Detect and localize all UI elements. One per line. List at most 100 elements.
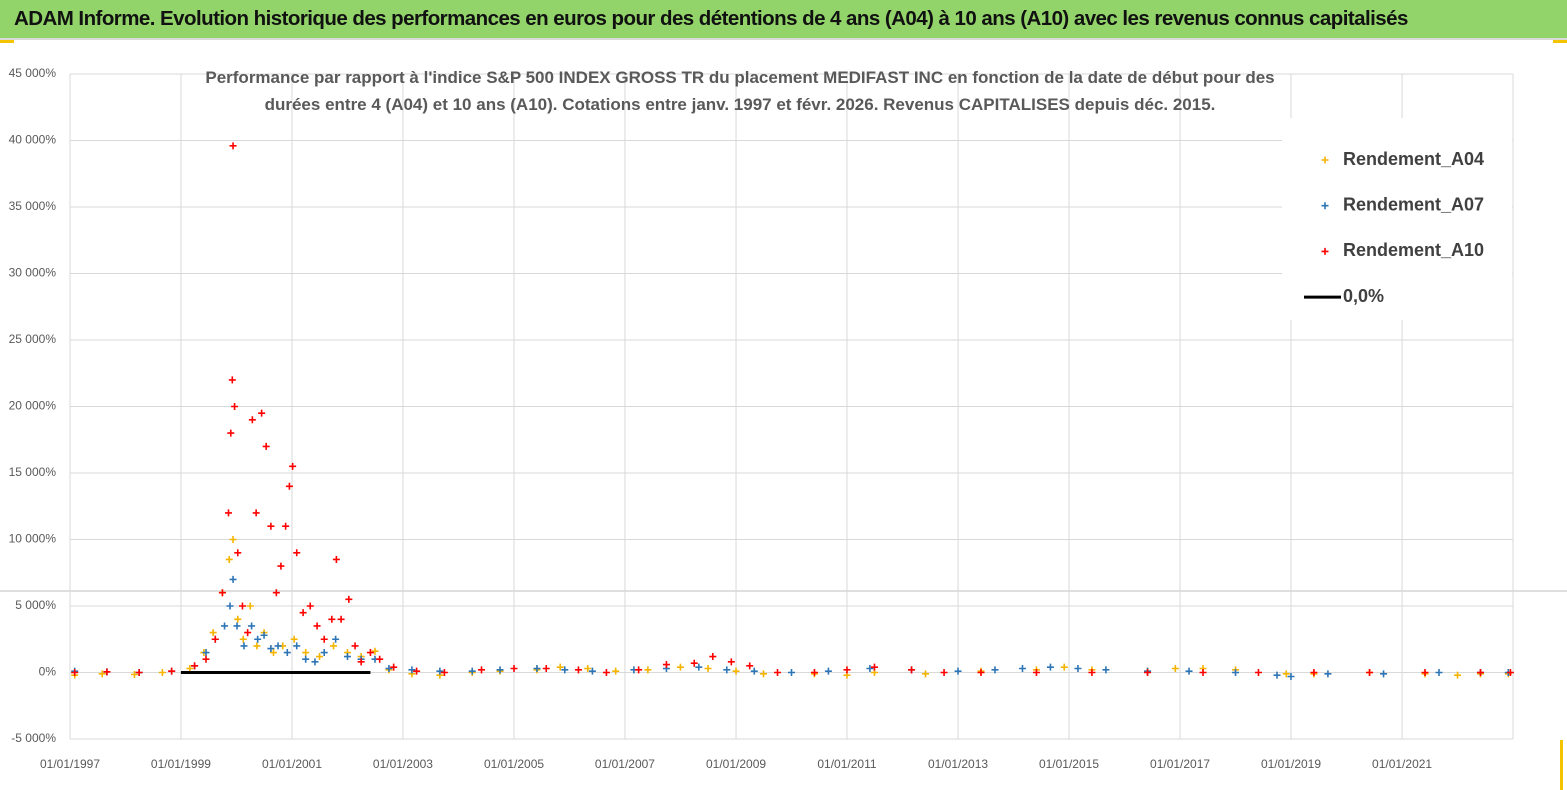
legend-marker <box>1321 156 1329 164</box>
point <box>306 602 314 610</box>
point <box>103 668 111 676</box>
point <box>228 376 236 384</box>
point <box>1366 669 1374 676</box>
point <box>283 649 291 657</box>
point <box>211 635 219 643</box>
x-tick-label: 01/01/2009 <box>706 757 766 771</box>
point <box>1254 669 1262 676</box>
point <box>282 522 290 530</box>
y-tick-label: 20 000% <box>9 399 57 413</box>
point <box>332 555 340 563</box>
y-tick-label: 30 000% <box>9 266 57 280</box>
point <box>1088 669 1096 676</box>
point <box>413 667 421 675</box>
point <box>269 649 277 657</box>
x-tick-label: 01/01/2013 <box>928 757 988 771</box>
point <box>290 635 298 643</box>
point <box>662 661 670 669</box>
x-tick-label: 01/01/2021 <box>1372 757 1432 771</box>
point <box>328 615 336 623</box>
point <box>227 429 235 437</box>
point <box>320 635 328 643</box>
point <box>908 666 916 674</box>
point <box>635 666 643 674</box>
point <box>135 669 143 676</box>
point <box>774 669 782 676</box>
point <box>436 667 444 675</box>
legend-label: Rendement_A07 <box>1343 194 1484 214</box>
point <box>218 589 226 597</box>
x-tick-label: 01/01/1997 <box>40 757 100 771</box>
point <box>991 666 999 674</box>
point <box>329 642 337 650</box>
point <box>158 669 166 676</box>
point <box>478 666 486 674</box>
point <box>234 615 242 623</box>
point <box>1324 670 1332 678</box>
point <box>588 667 596 675</box>
point <box>71 669 79 676</box>
point <box>542 665 550 673</box>
point <box>746 662 754 670</box>
point <box>602 669 610 676</box>
point <box>191 662 199 670</box>
x-tick-label: 01/01/2019 <box>1261 757 1321 771</box>
point <box>1185 667 1193 675</box>
y-tick-label: 15 000% <box>9 465 57 479</box>
point <box>371 647 379 655</box>
point <box>732 667 740 675</box>
point <box>1171 665 1179 673</box>
x-tick-label: 01/01/2007 <box>595 757 655 771</box>
point <box>574 666 582 674</box>
banner: ADAM Informe. Evolution historique des p… <box>0 0 1567 40</box>
point <box>690 659 698 667</box>
y-tick-label: -5 000% <box>11 731 56 745</box>
point <box>727 658 735 666</box>
point <box>285 482 293 490</box>
point <box>337 615 345 623</box>
point <box>644 666 652 674</box>
point <box>253 642 261 650</box>
point <box>274 642 282 650</box>
point <box>810 669 818 676</box>
point <box>226 602 234 610</box>
point <box>510 665 518 673</box>
point <box>231 403 239 410</box>
point <box>1421 669 1429 676</box>
point <box>234 549 242 557</box>
point <box>954 667 962 675</box>
point <box>940 669 948 676</box>
legend-label: 0,0% <box>1343 286 1384 306</box>
y-tick-label: 5 000% <box>15 598 56 612</box>
point <box>98 670 106 678</box>
point <box>130 670 138 678</box>
point <box>357 658 365 666</box>
legend-label: Rendement_A10 <box>1343 240 1484 260</box>
point <box>704 665 712 673</box>
point <box>248 416 256 424</box>
point <box>272 589 280 597</box>
point <box>612 667 620 675</box>
point <box>709 653 717 661</box>
point <box>1310 669 1318 676</box>
point <box>302 655 310 663</box>
point <box>1046 663 1054 671</box>
point <box>267 522 275 530</box>
point <box>1282 670 1290 678</box>
y-tick-label: 35 000% <box>9 199 57 213</box>
point <box>1506 669 1514 676</box>
legend-marker <box>1321 247 1329 255</box>
point <box>556 663 564 671</box>
point <box>302 649 310 657</box>
point <box>366 649 374 657</box>
y-tick-label: 45 000% <box>9 66 57 80</box>
point <box>262 442 270 450</box>
point <box>843 666 851 674</box>
x-tick-label: 01/01/2011 <box>817 757 876 771</box>
corner <box>1553 40 1567 43</box>
legend-marker <box>1321 202 1329 210</box>
y-tick-label: 0% <box>39 665 57 679</box>
point <box>1380 670 1388 678</box>
point <box>922 670 930 678</box>
